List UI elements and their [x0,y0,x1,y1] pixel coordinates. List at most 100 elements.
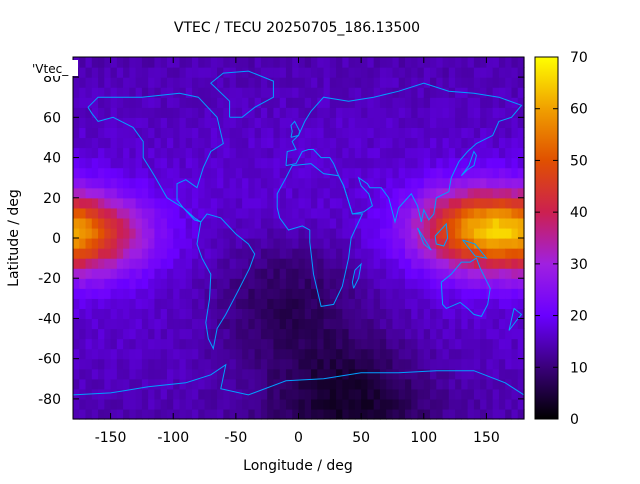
heatmap-cell [348,107,356,118]
heatmap-cell [116,167,124,179]
heatmap-cell [517,378,525,390]
heatmap-cell [342,308,350,320]
heatmap-cell [505,398,513,410]
heatmap-cell [367,87,375,98]
heatmap-cell [367,308,375,320]
heatmap-cell [354,67,362,78]
heatmap-cell [473,227,481,239]
heatmap-cell [467,398,475,410]
heatmap-cell [442,197,450,209]
heatmap-cell [480,288,488,299]
heatmap-cell [317,278,325,289]
heatmap-cell [229,117,237,128]
heatmap-cell [442,358,450,370]
heatmap-cell [498,358,506,370]
heatmap-cell [411,368,419,380]
heatmap-cell [448,157,456,169]
heatmap-cell [242,117,249,128]
heatmap-cell [336,378,343,390]
heatmap-cell [292,197,300,209]
heatmap-cell [455,258,462,269]
heatmap-cell [323,318,331,330]
heatmap-cell [505,147,513,159]
heatmap-cell [411,378,419,390]
heatmap-cell [367,248,375,259]
heatmap-cell [254,77,262,88]
heatmap-cell [317,147,325,159]
heatmap-cell [361,318,368,330]
colorbar-tick-label: 30 [570,257,588,273]
heatmap-cell [173,268,181,279]
heatmap-cell [285,167,293,179]
heatmap-cell [498,298,506,309]
heatmap-cell [392,288,400,299]
heatmap-cell [104,268,112,279]
heatmap-cell [329,97,337,108]
heatmap-cell [342,117,350,128]
heatmap-cell [467,318,475,330]
heatmap-cell [285,127,293,139]
heatmap-cell [217,268,224,279]
heatmap-cell [98,398,105,410]
heatmap-cell [417,278,425,289]
heatmap-cell [498,187,506,199]
heatmap-cell [373,117,381,128]
heatmap-cell [166,388,174,400]
heatmap-cell [235,207,243,219]
heatmap-cell [304,398,312,410]
colorbar-tick-label: 0 [570,412,579,428]
heatmap-cell [492,288,500,299]
heatmap-cell [505,87,513,98]
heatmap-cell [442,207,450,219]
heatmap-cell [285,378,293,390]
heatmap-cell [323,77,331,88]
heatmap-cell [386,288,394,299]
heatmap-cell [498,107,506,118]
heatmap-cell [123,338,130,350]
heatmap-cell [217,398,224,410]
heatmap-cell [229,348,237,360]
heatmap-cell [235,268,243,279]
heatmap-cell [398,278,406,289]
heatmap-cell [511,167,519,179]
heatmap-cell [517,268,525,279]
heatmap-cell [467,378,475,390]
heatmap-cell [260,308,268,320]
heatmap-cell [467,177,475,189]
heatmap-cell [354,187,362,199]
heatmap-cell [110,197,118,209]
heatmap-cell [91,57,99,68]
heatmap-cell [179,57,187,68]
heatmap-cell [480,278,488,289]
heatmap-cell [411,238,419,249]
coastline-path [460,150,477,177]
heatmap-cell [411,167,419,179]
heatmap-cell [505,388,513,400]
heatmap-cell [311,268,318,279]
heatmap-cell [166,127,174,139]
heatmap-cell [160,298,168,309]
heatmap-cell [386,137,394,149]
heatmap-cell [192,107,199,118]
heatmap-cell [361,167,368,179]
heatmap-cell [85,408,93,420]
heatmap-cell [398,77,406,88]
heatmap-cell [317,177,325,189]
heatmap-cell [217,308,224,320]
heatmap-cell [85,278,93,289]
heatmap-cell [235,137,243,149]
heatmap-cell [123,147,130,159]
heatmap-cell [430,157,437,169]
heatmap-cell [480,398,488,410]
heatmap-cell [98,278,105,289]
heatmap-cell [85,207,93,219]
heatmap-cell [129,348,137,360]
heatmap-cell [279,57,287,68]
heatmap-cell [392,398,400,410]
heatmap-cell [98,258,105,269]
heatmap-cell [517,338,525,350]
heatmap-cell [292,207,300,219]
heatmap-cell [254,97,262,108]
heatmap-cell [354,398,362,410]
heatmap-cell [361,338,368,350]
